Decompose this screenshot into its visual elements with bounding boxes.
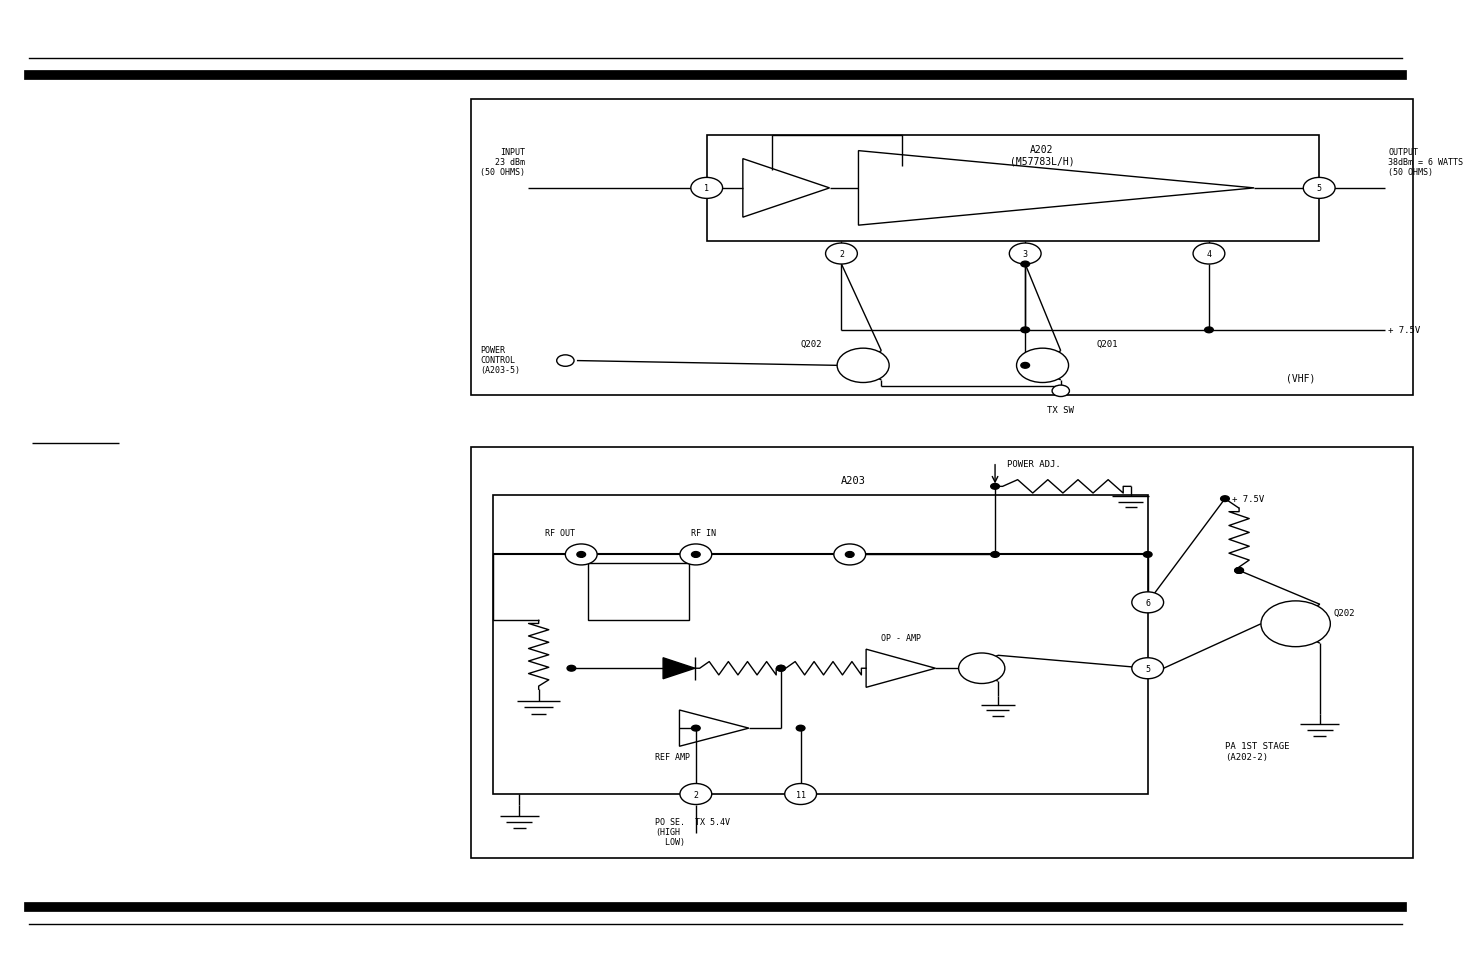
Text: 2: 2	[693, 790, 698, 799]
Circle shape	[1021, 262, 1030, 268]
Text: 1: 1	[693, 551, 698, 559]
Text: 3: 3	[1022, 250, 1028, 259]
Circle shape	[991, 552, 1000, 558]
Text: 3: 3	[847, 551, 853, 559]
Circle shape	[959, 654, 1004, 684]
Text: 5: 5	[1317, 184, 1322, 193]
Text: 4: 4	[1207, 250, 1211, 259]
Circle shape	[1131, 592, 1164, 613]
Text: TX SW: TX SW	[1047, 406, 1074, 415]
Text: OUTPUT
38dBm = 6 WATTS
(50 OHMS): OUTPUT 38dBm = 6 WATTS (50 OHMS)	[1388, 148, 1463, 177]
Circle shape	[566, 666, 575, 672]
Circle shape	[690, 178, 723, 199]
Circle shape	[1193, 244, 1224, 265]
Text: Q202: Q202	[801, 339, 822, 348]
Text: 11: 11	[795, 790, 805, 799]
Text: OP - AMP: OP - AMP	[881, 634, 920, 643]
Circle shape	[826, 244, 857, 265]
Text: RF IN: RF IN	[690, 529, 715, 537]
Circle shape	[1143, 552, 1152, 558]
Circle shape	[991, 484, 1000, 490]
Polygon shape	[664, 659, 695, 679]
Circle shape	[1304, 178, 1335, 199]
Text: A202
(M57783L/H): A202 (M57783L/H)	[1009, 145, 1074, 167]
Text: POWER
CONTROL
(A203-5): POWER CONTROL (A203-5)	[481, 345, 521, 375]
Circle shape	[1205, 328, 1214, 334]
Text: PO SE.  TX 5.4V
(HIGH
  LOW): PO SE. TX 5.4V (HIGH LOW)	[655, 817, 730, 846]
Bar	[471, 100, 1413, 395]
Bar	[589, 564, 689, 620]
Circle shape	[1131, 659, 1164, 679]
Text: 4: 4	[578, 551, 584, 559]
Circle shape	[556, 355, 574, 367]
Circle shape	[1021, 363, 1030, 369]
Text: 2: 2	[839, 250, 844, 259]
Circle shape	[1016, 349, 1068, 383]
Circle shape	[680, 783, 712, 804]
Circle shape	[785, 783, 817, 804]
Text: PA 1ST STAGE
(A202-2): PA 1ST STAGE (A202-2)	[1224, 741, 1289, 760]
Text: 6: 6	[1145, 598, 1151, 607]
Circle shape	[1261, 601, 1330, 647]
Circle shape	[845, 552, 854, 558]
Circle shape	[1009, 244, 1041, 265]
Bar	[707, 135, 1319, 242]
Bar	[493, 495, 1148, 794]
Circle shape	[680, 544, 712, 565]
Text: Q201: Q201	[1097, 339, 1118, 348]
Circle shape	[692, 725, 701, 731]
Circle shape	[777, 666, 785, 672]
Text: POWER ADJ.: POWER ADJ.	[1006, 459, 1061, 469]
Text: 1: 1	[704, 184, 709, 193]
Circle shape	[1021, 328, 1030, 334]
Circle shape	[777, 666, 785, 672]
Circle shape	[1235, 568, 1243, 574]
Text: Q202: Q202	[1333, 608, 1356, 618]
Circle shape	[692, 552, 701, 558]
Bar	[471, 448, 1413, 858]
Text: 5: 5	[1145, 664, 1151, 673]
Circle shape	[1052, 386, 1069, 397]
Circle shape	[833, 544, 866, 565]
Circle shape	[565, 544, 597, 565]
Text: INPUT
23 dBm
(50 OHMS): INPUT 23 dBm (50 OHMS)	[479, 148, 525, 177]
Circle shape	[796, 725, 805, 731]
Text: REF AMP: REF AMP	[655, 752, 690, 761]
Circle shape	[838, 349, 889, 383]
Circle shape	[577, 552, 586, 558]
Text: A203: A203	[841, 476, 866, 485]
Text: + 7.5V: + 7.5V	[1388, 326, 1420, 335]
Text: (VHF): (VHF)	[1286, 373, 1316, 383]
Circle shape	[1235, 568, 1243, 574]
Text: + 7.5V: + 7.5V	[1232, 495, 1264, 503]
Text: RF OUT: RF OUT	[544, 529, 575, 537]
Circle shape	[1221, 497, 1229, 502]
